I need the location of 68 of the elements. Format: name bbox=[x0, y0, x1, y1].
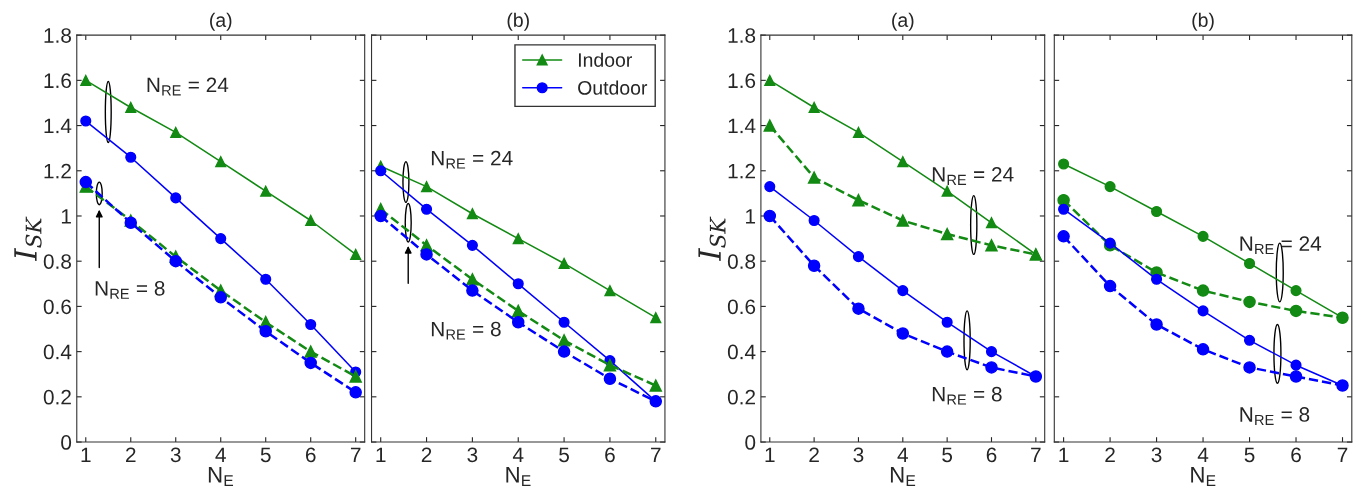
y-tick-label: 0.8 bbox=[727, 254, 756, 269]
y-tick-label: 0.4 bbox=[727, 344, 756, 360]
y-tick-label: 1.2 bbox=[728, 163, 755, 179]
y-tick-label: 1 bbox=[61, 209, 71, 224]
y-tick-label: 0.6 bbox=[727, 299, 756, 315]
x-tick-label: 5 bbox=[942, 447, 953, 463]
x-tick-label: 7 bbox=[651, 447, 661, 462]
annotation: N$_{RE}$ = 24 bbox=[1240, 236, 1322, 255]
y-tick-label: 1.8 bbox=[728, 28, 756, 43]
x-tick-label: 2 bbox=[421, 447, 432, 462]
y-axis-title: I$_{SK}$ bbox=[698, 216, 726, 262]
chart-title: (b) bbox=[507, 12, 529, 31]
annotation: N$_{RE}$ = 8 bbox=[1240, 407, 1310, 425]
x-tick-label: 6 bbox=[1291, 447, 1301, 463]
y-tick-label: 0.2 bbox=[727, 389, 755, 405]
y-tick-label: 0 bbox=[745, 435, 756, 450]
y-tick-label: 0 bbox=[61, 435, 72, 450]
chart-title: (b) bbox=[1192, 12, 1214, 31]
y-tick-label: 1.4 bbox=[728, 118, 756, 134]
x-tick-label: 4 bbox=[215, 447, 226, 462]
x-tick-label: 3 bbox=[853, 447, 864, 463]
y-tick-label: 1.4 bbox=[44, 118, 72, 134]
x-tick-label: 6 bbox=[605, 447, 615, 463]
annotation: N$_{RE}$ = 8 bbox=[431, 321, 501, 340]
x-tick-label: 3 bbox=[467, 447, 478, 463]
x-tick-label: 1 bbox=[81, 447, 91, 462]
x-axis-title: N$_{E}$ bbox=[208, 467, 234, 486]
x-tick-label: 5 bbox=[1244, 447, 1255, 463]
x-tick-label: 6 bbox=[305, 447, 316, 463]
x-tick-label: 6 bbox=[986, 447, 997, 463]
y-tick-label: 1 bbox=[746, 209, 756, 224]
x-tick-label: 7 bbox=[350, 447, 361, 462]
x-tick-label: 4 bbox=[897, 447, 908, 462]
annotation: N$_{RE}$ = 8 bbox=[95, 280, 165, 299]
x-tick-label: 7 bbox=[1337, 447, 1348, 462]
y-axis-title: I$_{SK}$ bbox=[14, 216, 42, 262]
x-axis-title: N$_{E}$ bbox=[1191, 467, 1216, 486]
x-tick-label: 2 bbox=[1105, 447, 1115, 462]
y-tick-label: 1.2 bbox=[44, 163, 71, 179]
annotation: N$_{RE}$ = 24 bbox=[932, 167, 1014, 185]
y-tick-label: 1.6 bbox=[44, 73, 71, 89]
legend-label: Outdoor bbox=[578, 80, 648, 95]
annotation: N$_{RE}$ = 24 bbox=[147, 77, 229, 96]
x-tick-label: 4 bbox=[1197, 447, 1209, 462]
x-tick-label: 1 bbox=[1059, 447, 1069, 462]
x-tick-label: 3 bbox=[170, 447, 181, 463]
y-tick-label: 0.4 bbox=[43, 344, 72, 360]
annotation: N$_{RE}$ = 8 bbox=[932, 386, 1002, 405]
y-tick-label: 0.6 bbox=[43, 299, 71, 315]
x-tick-label: 3 bbox=[1151, 447, 1162, 463]
y-tick-label: 1.6 bbox=[728, 73, 756, 89]
x-tick-label: 5 bbox=[260, 447, 271, 463]
y-tick-label: 0.2 bbox=[43, 389, 71, 405]
x-tick-label: 5 bbox=[559, 447, 569, 463]
legend-label: Indoor bbox=[578, 52, 632, 67]
x-tick-label: 1 bbox=[376, 447, 386, 462]
y-tick-label: 1.8 bbox=[44, 28, 72, 43]
x-tick-label: 2 bbox=[126, 447, 136, 462]
x-tick-label: 2 bbox=[809, 447, 819, 462]
annotation: N$_{RE}$ = 24 bbox=[431, 150, 513, 169]
x-tick-label: 4 bbox=[512, 447, 524, 462]
y-tick-label: 0.8 bbox=[43, 254, 72, 269]
x-axis-title: N$_{E}$ bbox=[890, 467, 916, 486]
x-tick-label: 7 bbox=[1031, 447, 1041, 462]
x-tick-label: 1 bbox=[765, 447, 775, 462]
chart-title: (a) bbox=[892, 12, 914, 31]
x-axis-title: N$_{E}$ bbox=[506, 467, 531, 486]
chart-title: (a) bbox=[210, 12, 232, 31]
